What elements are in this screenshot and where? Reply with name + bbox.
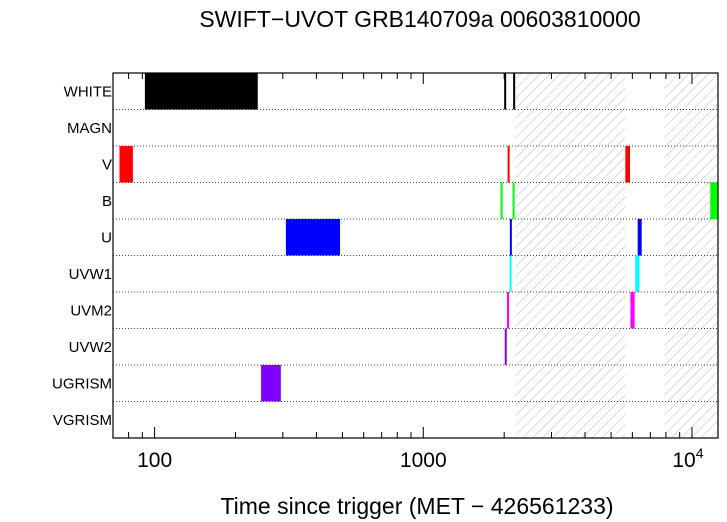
- exposure-b-6: [500, 182, 503, 219]
- shaded-interval-1: [664, 73, 718, 438]
- filter-label-uvw1: UVW1: [69, 266, 112, 283]
- exposure-v-3: [119, 146, 133, 183]
- exposure-v-4: [507, 146, 510, 183]
- exposure-u-9: [285, 219, 341, 256]
- exposure-uvm2-15: [630, 292, 635, 329]
- exposure-ugrism-17: [261, 365, 281, 402]
- x-tick-label: 1000: [400, 449, 447, 472]
- exposure-uvm2-14: [507, 292, 510, 329]
- exposure-white-1: [504, 73, 507, 110]
- exposure-v-5: [625, 146, 631, 183]
- plot-frame: [112, 72, 719, 439]
- filter-labels: WHITE MAGN V B U UVW1 UVM2 UVW2 UGRISM VGRISM: [52, 83, 112, 429]
- filter-label-white: WHITE: [64, 83, 112, 100]
- shaded-intervals: [515, 73, 718, 438]
- filter-label-uvm2: UVM2: [70, 302, 112, 319]
- exposure-u-10: [509, 219, 512, 256]
- row-separators: [113, 109, 718, 402]
- exposure-b-7: [512, 182, 515, 219]
- filter-label-v: V: [102, 156, 112, 173]
- exposure-white-2: [513, 73, 516, 110]
- x-axis-ticks: 100 1000 104: [112, 73, 704, 472]
- exposure-b-8: [710, 182, 718, 219]
- x-axis-label: Time since trigger (MET − 426561233): [220, 493, 613, 519]
- filter-label-vgrism: VGRISM: [53, 412, 112, 429]
- chart-title: SWIFT−UVOT GRB140709a 00603810000: [199, 6, 640, 32]
- exposure-uvw2-16: [504, 328, 507, 365]
- filter-label-uvw2: UVW2: [69, 339, 112, 356]
- filter-label-b: B: [102, 193, 112, 210]
- filter-label-magn: MAGN: [67, 120, 112, 137]
- exposure-u-11: [637, 219, 642, 256]
- exposure-uvw1-13: [635, 255, 640, 292]
- exposure-white-0: [144, 73, 258, 110]
- filter-label-u: U: [101, 229, 112, 246]
- exposure-uvw1-12: [509, 255, 512, 292]
- x-tick-label: 104: [672, 445, 703, 472]
- filter-label-ugrism: UGRISM: [52, 375, 112, 392]
- exposure-bars: [119, 73, 718, 402]
- x-tick-label: 100: [137, 449, 172, 472]
